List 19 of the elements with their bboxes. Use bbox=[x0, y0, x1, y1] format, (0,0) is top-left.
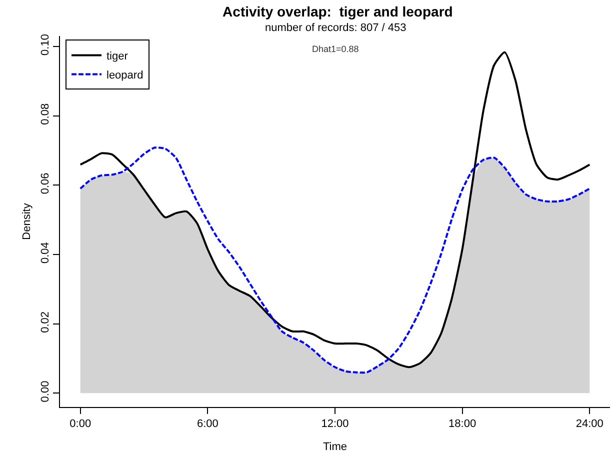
y-tick-label: 0.10 bbox=[40, 34, 52, 56]
y-tick-label: 0.04 bbox=[40, 242, 52, 264]
x-tick-label: 18:00 bbox=[448, 418, 476, 430]
y-tick-label: 0.08 bbox=[40, 103, 52, 125]
legend-label: leopard bbox=[106, 70, 144, 82]
y-tick-label: 0.00 bbox=[40, 380, 52, 402]
legend-label: tiger bbox=[106, 50, 128, 62]
annotation: Dhat1=0.88 bbox=[312, 44, 359, 54]
chart-subtitle: number of records: 807 / 453 bbox=[265, 22, 406, 34]
x-tick-label: 0:00 bbox=[70, 418, 92, 430]
x-tick-label: 6:00 bbox=[196, 418, 218, 430]
x-tick-label: 24:00 bbox=[576, 418, 604, 430]
x-axis-title: Time bbox=[322, 441, 348, 453]
x-tick-label: 12:00 bbox=[321, 418, 349, 430]
y-tick-label: 0.06 bbox=[40, 172, 52, 194]
y-tick-label: 0.02 bbox=[40, 311, 52, 333]
line-series bbox=[79, 51, 591, 368]
chart-title: Activity overlap: tiger and leopard bbox=[222, 4, 453, 20]
y-axis-title: Density bbox=[21, 202, 34, 240]
